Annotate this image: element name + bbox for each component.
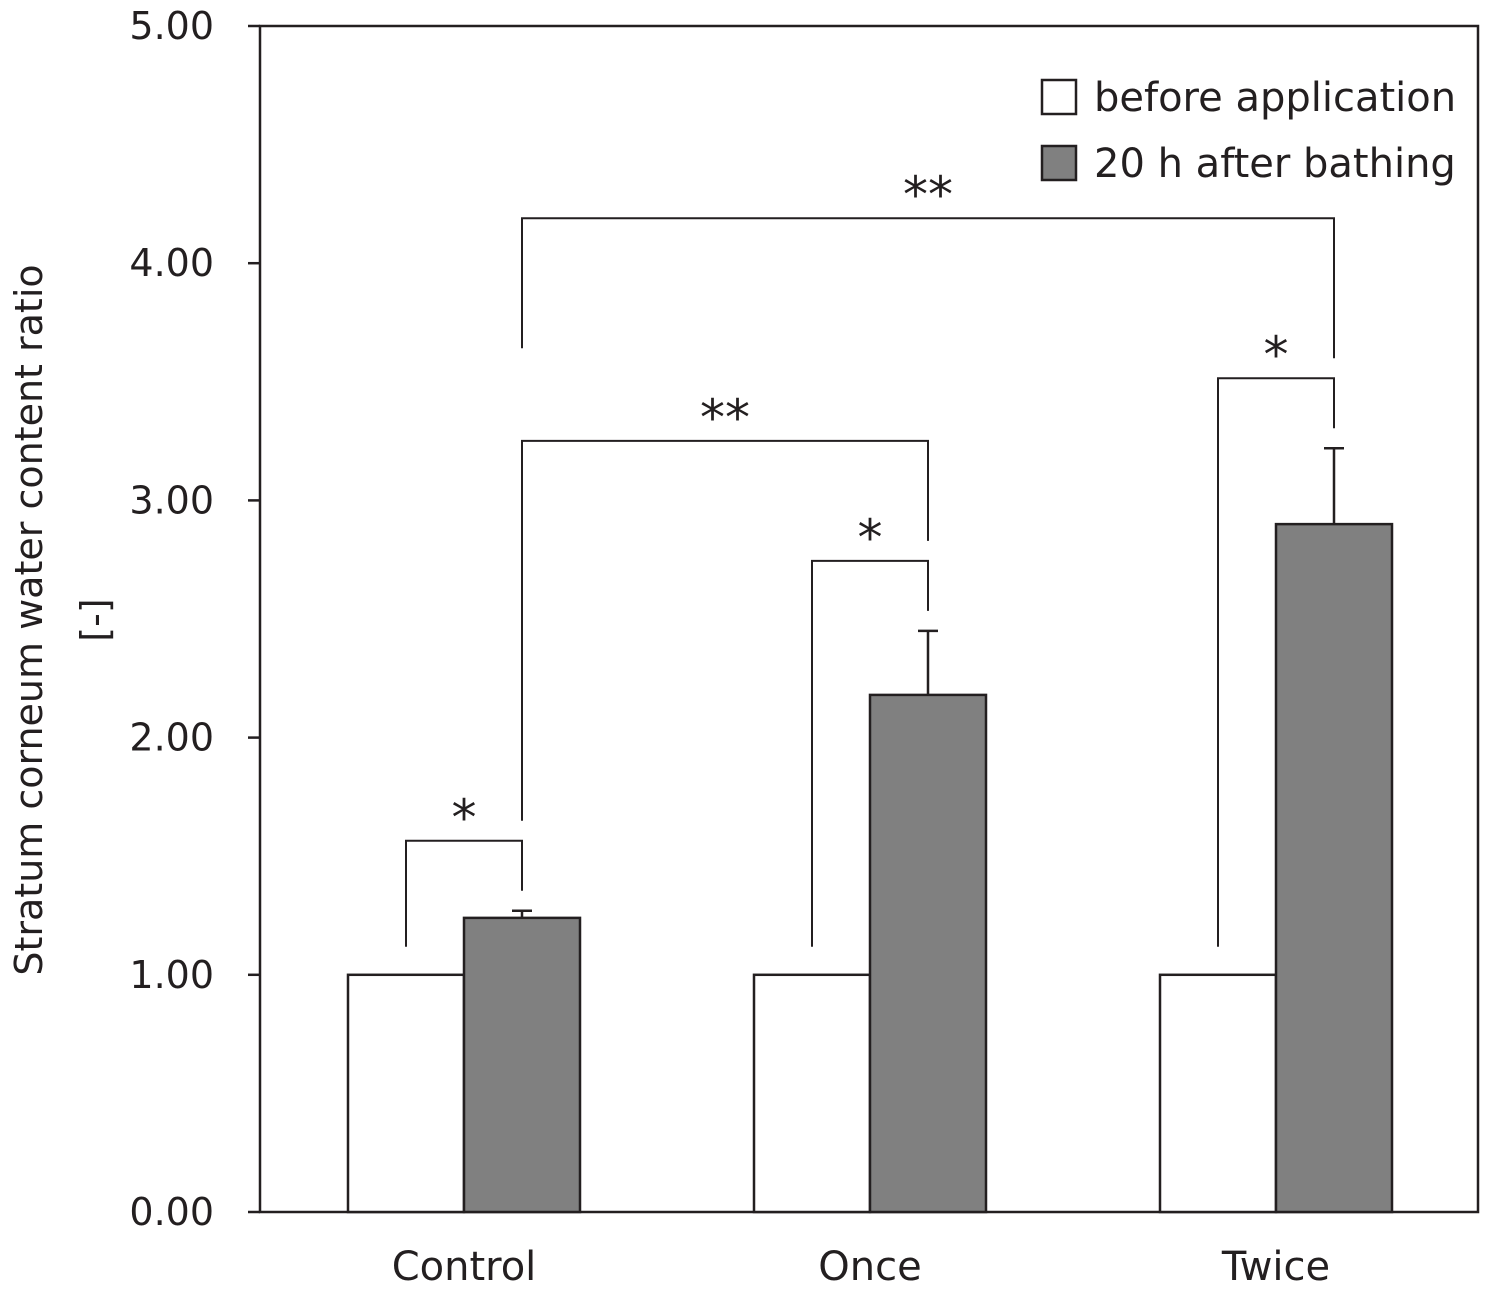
bar-before [346, 973, 466, 1214]
bar-after [1274, 522, 1394, 1214]
significance-label: * [858, 509, 883, 567]
y-axis-title: Stratum corneum water content ratio [7, 264, 51, 975]
legend-swatch [1040, 144, 1078, 182]
y-tick-label: 2.00 [129, 716, 214, 760]
y-tick-label: 3.00 [129, 478, 214, 522]
significance-label: ** [700, 389, 750, 447]
y-tick-label: 1.00 [129, 953, 214, 997]
significance-label: ** [903, 166, 953, 224]
bar-after [868, 693, 988, 1214]
significance-bracket [521, 439, 929, 821]
significance-label: * [452, 789, 477, 847]
y-axis-unit: [-] [73, 598, 117, 641]
error-bars [512, 446, 1344, 918]
x-category-label: Once [818, 1244, 921, 1290]
bar-after [462, 916, 582, 1214]
x-axis: Control Once Twice [392, 1244, 1330, 1290]
y-tick-label: 0.00 [129, 1190, 214, 1234]
significance-bracket [521, 217, 1335, 359]
bars [346, 522, 1394, 1214]
legend-label: before application [1094, 75, 1456, 121]
significance-bracket [1217, 377, 1335, 947]
bar-before [752, 973, 872, 1214]
x-category-label: Twice [1221, 1244, 1330, 1290]
legend: before application 20 h after bathing [1040, 75, 1456, 187]
legend-label: 20 h after bathing [1094, 141, 1456, 187]
significance-label: * [1264, 326, 1289, 384]
significance-bracket [405, 839, 523, 947]
x-category-label: Control [392, 1244, 537, 1290]
significance-bracket [811, 559, 929, 947]
y-tick-label: 5.00 [129, 4, 214, 48]
y-tick-label: 4.00 [129, 241, 214, 285]
significance-brackets: ******* [405, 166, 1335, 947]
bar-before [1158, 973, 1278, 1214]
legend-swatch [1040, 78, 1078, 116]
y-axis: 0.00 1.00 2.00 3.00 4.00 5.00 [129, 4, 260, 1234]
